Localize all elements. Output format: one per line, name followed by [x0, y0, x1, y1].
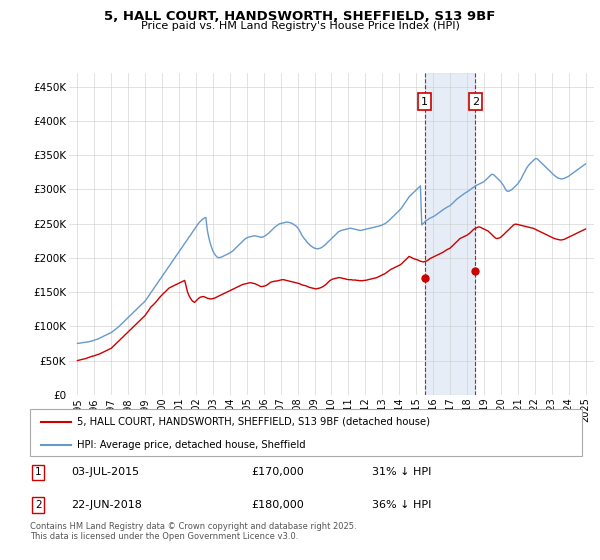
Text: 5, HALL COURT, HANDSWORTH, SHEFFIELD, S13 9BF: 5, HALL COURT, HANDSWORTH, SHEFFIELD, S1…	[104, 10, 496, 22]
Text: 5, HALL COURT, HANDSWORTH, SHEFFIELD, S13 9BF (detached house): 5, HALL COURT, HANDSWORTH, SHEFFIELD, S1…	[77, 417, 430, 427]
Text: 03-JUL-2015: 03-JUL-2015	[71, 467, 140, 477]
Text: 2: 2	[35, 500, 41, 510]
Text: Contains HM Land Registry data © Crown copyright and database right 2025.
This d: Contains HM Land Registry data © Crown c…	[30, 522, 356, 542]
Text: £180,000: £180,000	[251, 500, 304, 510]
Bar	[425, 73, 475, 395]
Text: 31% ↓ HPI: 31% ↓ HPI	[372, 467, 431, 477]
Text: £170,000: £170,000	[251, 467, 304, 477]
Text: 1: 1	[35, 467, 41, 477]
Text: HPI: Average price, detached house, Sheffield: HPI: Average price, detached house, Shef…	[77, 440, 305, 450]
Text: 36% ↓ HPI: 36% ↓ HPI	[372, 500, 431, 510]
Text: 2: 2	[472, 97, 479, 107]
Text: 22-JUN-2018: 22-JUN-2018	[71, 500, 142, 510]
Text: Price paid vs. HM Land Registry's House Price Index (HPI): Price paid vs. HM Land Registry's House …	[140, 21, 460, 31]
Text: 1: 1	[421, 97, 428, 107]
